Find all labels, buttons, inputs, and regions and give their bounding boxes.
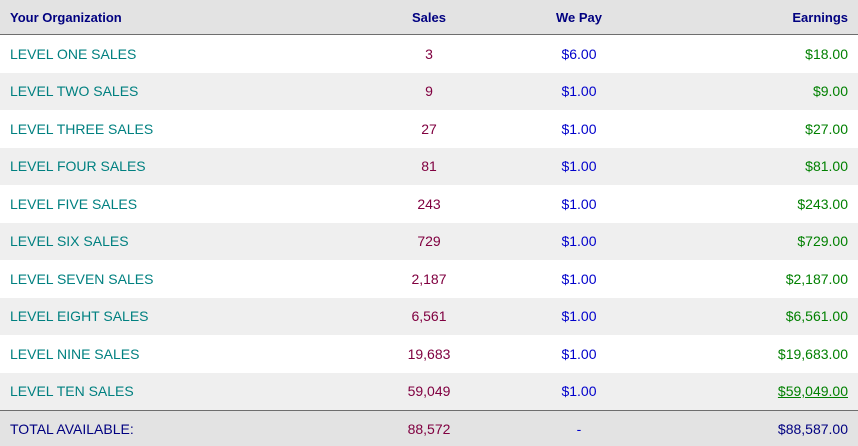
pay-value: $1.00 <box>561 195 597 212</box>
sales-value: 729 <box>417 233 441 250</box>
level-label: LEVEL TEN SALES <box>10 383 134 400</box>
level-label: LEVEL SIX SALES <box>10 233 129 250</box>
pay-value: $6.00 <box>561 45 597 62</box>
pay-value: $1.00 <box>561 120 597 137</box>
sales-value: 59,049 <box>407 383 451 400</box>
table-row: LEVEL TWO SALES 9 $1.00 $9.00 <box>0 72 858 110</box>
earnings-value: $19,683.00 <box>777 345 848 362</box>
header-we-pay: We Pay <box>555 9 602 25</box>
sales-value: 19,683 <box>407 345 451 362</box>
earnings-value: $6,561.00 <box>785 308 848 325</box>
level-label: LEVEL SEVEN SALES <box>10 270 154 287</box>
pay-value: $1.00 <box>561 233 597 250</box>
earnings-value: $18.00 <box>805 45 848 62</box>
level-label: LEVEL NINE SALES <box>10 345 140 362</box>
table-header: Your Organization Sales We Pay Earnings <box>0 0 858 35</box>
level-label: LEVEL ONE SALES <box>10 45 137 62</box>
total-label: TOTAL AVAILABLE: <box>10 420 134 437</box>
header-organization: Your Organization <box>10 9 122 25</box>
earnings-value: $2,187.00 <box>785 270 848 287</box>
earnings-value: $59,049.00 <box>777 383 848 400</box>
level-label: LEVEL FOUR SALES <box>10 158 146 175</box>
table-row: LEVEL EIGHT SALES 6,561 $1.00 $6,561.00 <box>0 297 858 335</box>
pay-value: $1.00 <box>561 83 597 100</box>
pay-value: $1.00 <box>561 383 597 400</box>
header-sales: Sales <box>412 9 446 25</box>
pay-value: $1.00 <box>561 345 597 362</box>
earnings-value: $27.00 <box>805 120 848 137</box>
total-sales-value: 88,572 <box>407 420 451 437</box>
table-row: LEVEL NINE SALES 19,683 $1.00 $19,683.00 <box>0 335 858 373</box>
pay-value: $1.00 <box>561 158 597 175</box>
sales-value: 2,187 <box>411 270 447 287</box>
earnings-value: $81.00 <box>805 158 848 175</box>
header-earnings: Earnings <box>792 9 848 25</box>
sales-value: 81 <box>421 158 437 175</box>
level-label: LEVEL THREE SALES <box>10 120 154 137</box>
sales-value: 243 <box>417 195 441 212</box>
total-earnings-value: $88,587.00 <box>777 420 848 437</box>
level-label: LEVEL TWO SALES <box>10 83 139 100</box>
pay-value: $1.00 <box>561 308 597 325</box>
pay-value: $1.00 <box>561 270 597 287</box>
total-row: TOTAL AVAILABLE: 88,572 - $88,587.00 <box>0 410 858 446</box>
table-row: LEVEL THREE SALES 27 $1.00 $27.00 <box>0 110 858 148</box>
sales-value: 6,561 <box>411 308 447 325</box>
table-row: LEVEL ONE SALES 3 $6.00 $18.00 <box>0 35 858 73</box>
table-row: LEVEL SIX SALES 729 $1.00 $729.00 <box>0 222 858 260</box>
level-label: LEVEL EIGHT SALES <box>10 308 149 325</box>
earnings-value: $729.00 <box>797 233 848 250</box>
earnings-value: $9.00 <box>812 83 848 100</box>
table-row: LEVEL SEVEN SALES 2,187 $1.00 $2,187.00 <box>0 260 858 298</box>
sales-value: 27 <box>421 120 437 137</box>
earnings-value: $243.00 <box>797 195 848 212</box>
sales-value: 3 <box>425 45 433 62</box>
total-pay-value: - <box>576 420 582 437</box>
table-row: LEVEL TEN SALES 59,049 $1.00 $59,049.00 <box>0 372 858 410</box>
level-label: LEVEL FIVE SALES <box>10 195 138 212</box>
table-row: LEVEL FIVE SALES 243 $1.00 $243.00 <box>0 185 858 223</box>
sales-value: 9 <box>425 83 433 100</box>
table-row: LEVEL FOUR SALES 81 $1.00 $81.00 <box>0 147 858 185</box>
